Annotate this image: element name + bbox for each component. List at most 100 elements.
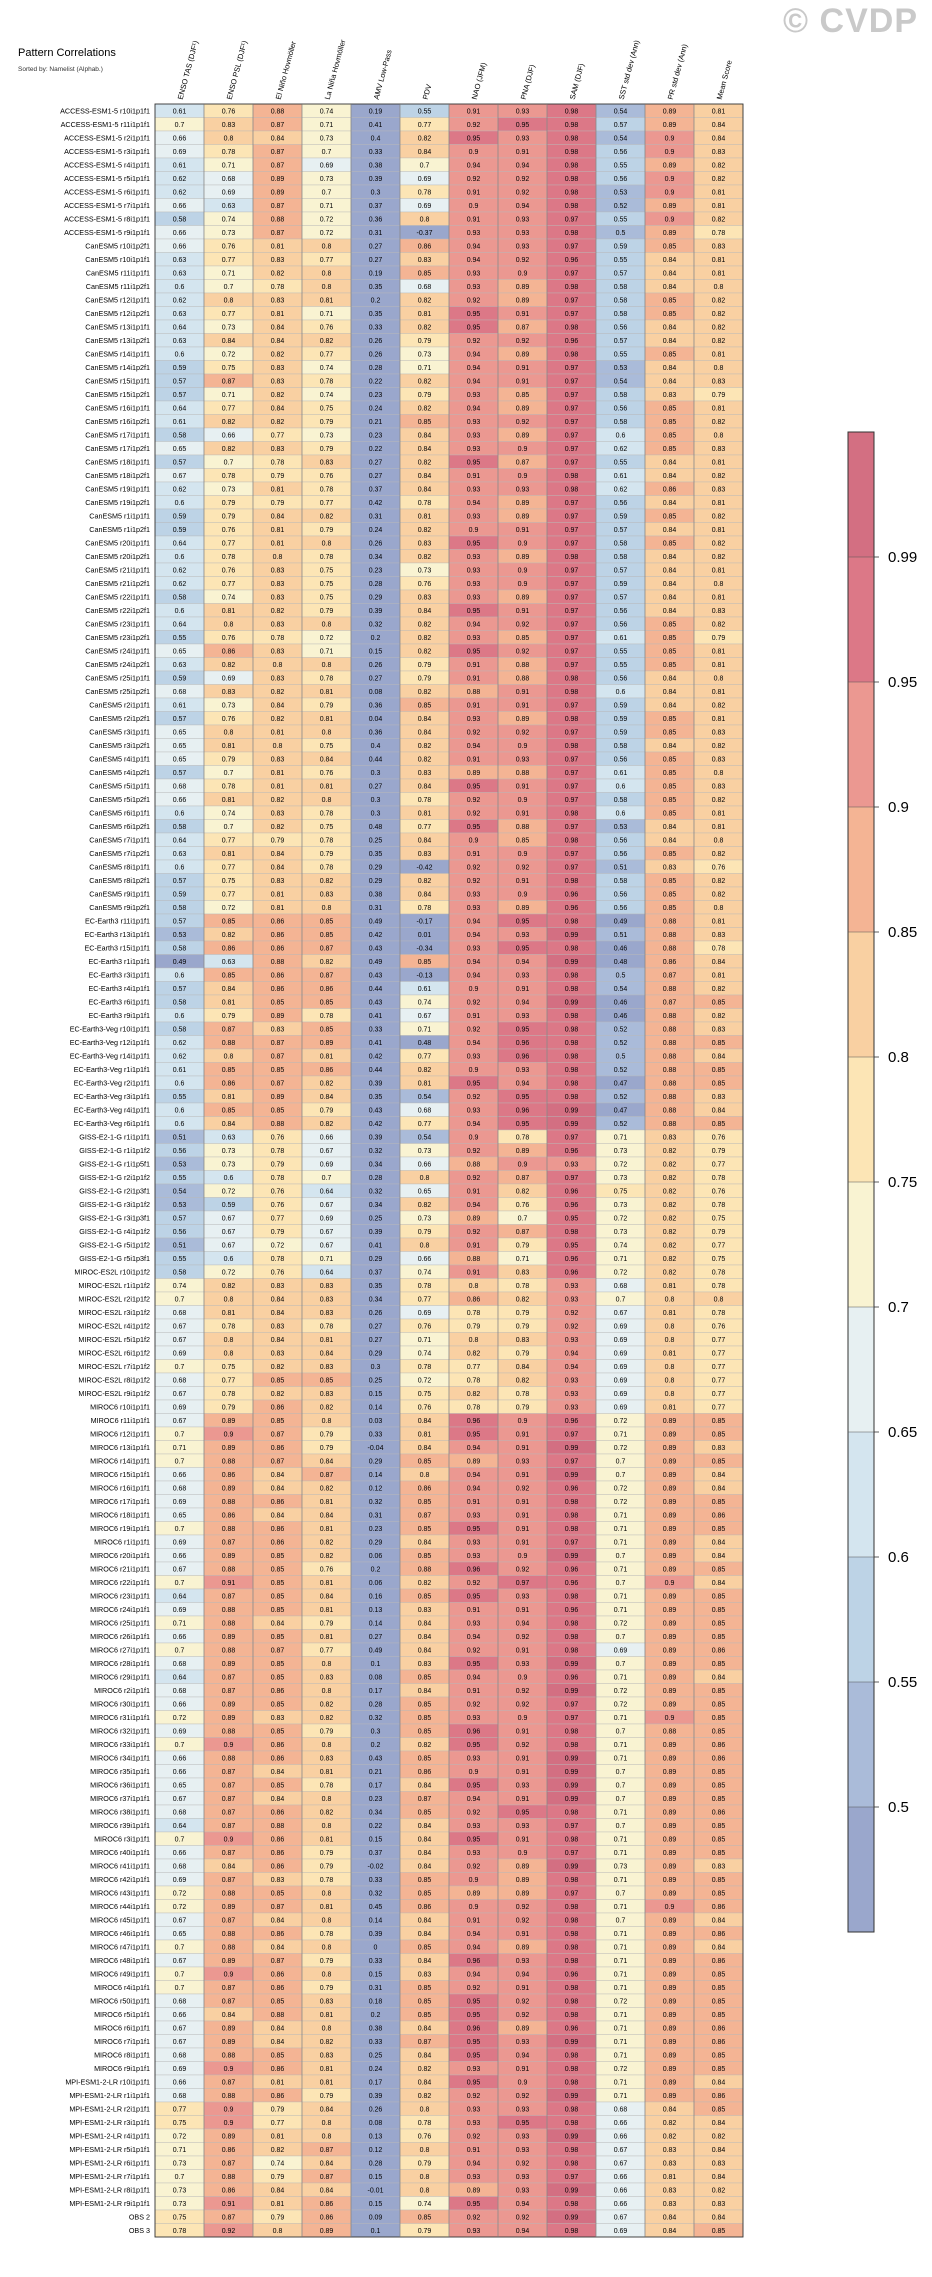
cell-value: 0.35 <box>369 1283 383 1290</box>
row-label: MIROC6 r14i1p1f1 <box>90 1456 150 1465</box>
cell-value: 0.7 <box>616 1580 626 1587</box>
cell-value: 0.67 <box>222 1215 236 1222</box>
cell-value: 0.85 <box>271 1580 285 1587</box>
cell-value: 0.69 <box>173 2066 187 2073</box>
cell-value: 0.86 <box>712 2039 726 2046</box>
cell-value: 0.77 <box>222 405 236 412</box>
cell-value: 0.7 <box>616 1553 626 1560</box>
cell-value: 0.82 <box>271 1391 285 1398</box>
cell-value: 0.89 <box>516 284 530 291</box>
cell-value: 0.97 <box>565 419 579 426</box>
cell-value: 0.84 <box>320 1512 334 1519</box>
cell-value: 0.96 <box>565 2025 579 2032</box>
cell-value: 0.51 <box>173 1242 187 1249</box>
colorbar-tick-label: 0.75 <box>888 1174 917 1191</box>
cell-value: 0.95 <box>467 2079 481 2086</box>
cell-value: 0.77 <box>222 540 236 547</box>
cell-value: 0.85 <box>271 1634 285 1641</box>
row-label: CanESM5 r12i1p2f1 <box>85 309 150 318</box>
row-label: MIROC6 r44i1p1f1 <box>90 1902 150 1911</box>
row-label: MIROC6 r39i1p1f1 <box>90 1821 150 1830</box>
cell-value: 0.67 <box>173 1958 187 1965</box>
cell-value: 0.89 <box>516 1877 530 1884</box>
cell-value: 0.95 <box>467 783 481 790</box>
cell-value: 0.49 <box>369 1647 383 1654</box>
cell-value: 0.82 <box>516 1188 530 1195</box>
cell-value: 0.93 <box>467 2120 481 2127</box>
cell-value: 0.94 <box>467 162 481 169</box>
cell-value: 0.92 <box>467 1148 481 1155</box>
cell-value: 0.6 <box>175 1080 185 1087</box>
cell-value: 0.76 <box>222 716 236 723</box>
cell-value: 0.9 <box>665 216 675 223</box>
cell-value: 0.58 <box>173 905 187 912</box>
cell-value: 0.63 <box>222 1134 236 1141</box>
cell-value: 0.67 <box>418 1013 432 1020</box>
cell-value: 0.93 <box>565 1391 579 1398</box>
cell-value: 0.84 <box>712 1107 726 1114</box>
cell-value: 0.9 <box>224 1742 234 1749</box>
cell-value: 0.84 <box>712 2147 726 2154</box>
cell-value: 0.84 <box>418 837 432 844</box>
cell-value: 0.84 <box>663 459 677 466</box>
cell-value: 0.71 <box>614 2052 628 2059</box>
cell-value: 0.82 <box>271 824 285 831</box>
cell-value: 0.68 <box>418 284 432 291</box>
row-label: MIROC6 r24i1p1f1 <box>90 1605 150 1614</box>
cell-value: 0.94 <box>467 1040 481 1047</box>
cell-value: 0.89 <box>516 1148 530 1155</box>
cell-value: 0.84 <box>222 2012 236 2019</box>
cell-value: 0.85 <box>271 1566 285 1573</box>
row-label: CanESM5 r17i1p1f1 <box>85 430 150 439</box>
cell-value: 0.86 <box>271 1863 285 1870</box>
cell-value: 0.82 <box>418 1742 432 1749</box>
cell-value: 0.91 <box>467 473 481 480</box>
cell-value: 0.82 <box>663 1256 677 1263</box>
cell-value: 0.82 <box>712 1013 726 1020</box>
cell-value: 0.77 <box>712 1391 726 1398</box>
cell-value: 0.98 <box>565 810 579 817</box>
cell-value: 0.58 <box>614 878 628 885</box>
cell-value: 0.94 <box>467 1796 481 1803</box>
cell-value: 0.72 <box>614 1215 628 1222</box>
cell-value: 0.94 <box>467 1674 481 1681</box>
cell-value: 0.86 <box>271 1742 285 1749</box>
cell-value: 0.46 <box>614 1013 628 1020</box>
cell-value: 0.93 <box>565 1161 579 1168</box>
cell-value: 0.82 <box>418 405 432 412</box>
cell-value: 0.14 <box>369 1472 383 1479</box>
cell-value: 0.89 <box>663 2039 677 2046</box>
cell-value: 0.69 <box>222 675 236 682</box>
row-label: ACCESS-ESM1-5 r3i1p1f1 <box>64 147 150 156</box>
cell-value: 0.78 <box>516 1134 530 1141</box>
cell-value: 0.92 <box>467 810 481 817</box>
row-label: CanESM5 r15i1p1f1 <box>85 376 150 385</box>
cell-value: 0.66 <box>173 1701 187 1708</box>
row-label: MIROC-ES2L r4i1p1f2 <box>78 1321 150 1330</box>
cell-value: 0.81 <box>320 1337 334 1344</box>
cell-value: 0.86 <box>271 1539 285 1546</box>
cell-value: 0.6 <box>175 1013 185 1020</box>
cell-value: 0.84 <box>663 594 677 601</box>
cell-value: 0.32 <box>369 1715 383 1722</box>
cell-value: 0.8 <box>714 770 724 777</box>
row-label: MIROC6 r43i1p1f1 <box>90 1888 150 1897</box>
cell-value: 0.77 <box>173 2106 187 2113</box>
cell-value: 0.91 <box>467 1242 481 1249</box>
cell-value: 0.85 <box>418 1877 432 1884</box>
cell-value: 0.89 <box>663 1688 677 1695</box>
cell-value: 0.58 <box>173 216 187 223</box>
cell-value: 0.71 <box>614 1256 628 1263</box>
cell-value: 0.83 <box>271 297 285 304</box>
cell-value: 0.23 <box>369 432 383 439</box>
cell-value: 0.9 <box>518 1553 528 1560</box>
cell-value: 0.86 <box>712 1512 726 1519</box>
cell-value: 0.76 <box>712 1323 726 1330</box>
cell-value: 0.95 <box>467 1782 481 1789</box>
cell-value: 0.68 <box>418 1107 432 1114</box>
cell-value: 0.89 <box>663 1823 677 1830</box>
cell-value: 0.99 <box>565 1769 579 1776</box>
row-label: MIROC6 r20i1p1f1 <box>90 1551 150 1560</box>
cell-value: 0.89 <box>467 1890 481 1897</box>
cell-value: 0.21 <box>369 1769 383 1776</box>
